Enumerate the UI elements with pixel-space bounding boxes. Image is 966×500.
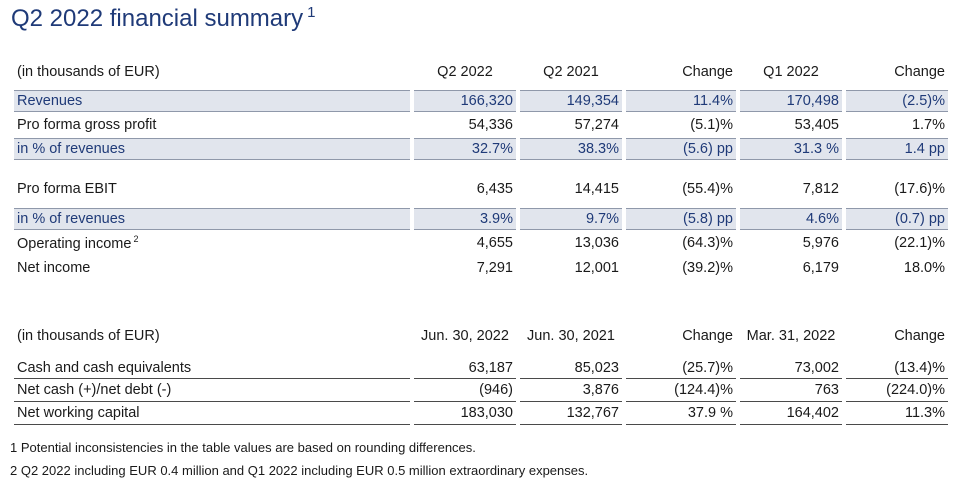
row-label-text: Operating income — [17, 235, 132, 252]
cell-value: (124.4)% — [626, 379, 736, 402]
cell-value: 4,655 — [476, 235, 513, 251]
cell-value: 7,291 — [476, 260, 513, 276]
cell-value: 3,876 — [520, 379, 622, 402]
cell-value: (0.7) pp — [846, 208, 948, 230]
cell-value: (22.1)% — [894, 235, 945, 251]
cell-value: 149,354 — [520, 90, 622, 112]
row-label: Revenues — [14, 90, 410, 112]
table-row-cash: Cash and cash equivalents 63,187 85,023 … — [14, 358, 948, 379]
table-row-ebit-margin: in % of revenues 3.9% 9.7% (5.8) pp 4.6%… — [14, 208, 948, 230]
cell-value: (39.2)% — [682, 260, 733, 276]
row-label: Net working capital — [14, 402, 410, 425]
cell-value: 63,187 — [414, 358, 516, 379]
row-label: Cash and cash equivalents — [14, 358, 410, 379]
row-label: Net income — [17, 260, 91, 276]
income-table: (in thousands of EUR) Q2 2022 Q2 2021 Ch… — [10, 58, 952, 280]
cell-value: (5.6) pp — [626, 138, 736, 160]
cell-value: 3.9% — [414, 208, 516, 230]
row-label: Net cash (+)/net debt (-) — [14, 379, 410, 402]
row-label: Pro forma gross profit — [17, 117, 157, 133]
cell-value: 7,812 — [802, 181, 839, 197]
balance-header-mar-2022: Mar. 31, 2022 — [746, 328, 836, 344]
table-row-gross-margin: in % of revenues 32.7% 38.3% (5.6) pp 31… — [14, 138, 948, 160]
table-row-revenues: Revenues 166,320 149,354 11.4% 170,498 (… — [14, 90, 948, 112]
cell-value: 73,002 — [740, 358, 842, 379]
footnote-2: 2 Q2 2022 including EUR 0.4 million and … — [10, 463, 589, 478]
table-row-operating-income: Operating income 2 4,655 13,036 (64.3)% 5… — [14, 230, 948, 256]
balance-table: (in thousands of EUR) Jun. 30, 2022 Jun.… — [10, 322, 952, 425]
cell-value: 132,767 — [520, 402, 622, 425]
table-row-working-capital: Net working capital 183,030 132,767 37.9… — [14, 402, 948, 425]
cell-value: 1.4 pp — [846, 138, 948, 160]
cell-value: 38.3% — [520, 138, 622, 160]
income-header-change-yoy: Change — [682, 64, 733, 80]
cell-value: 32.7% — [414, 138, 516, 160]
cell-value: 6,179 — [802, 260, 839, 276]
cell-value: 170,498 — [740, 90, 842, 112]
balance-header-units: (in thousands of EUR) — [17, 328, 160, 344]
cell-value: 5,976 — [802, 235, 839, 251]
page-title: Q2 2022 financial summary 1 — [11, 4, 315, 33]
cell-value: 4.6% — [740, 208, 842, 230]
cell-value: 164,402 — [740, 402, 842, 425]
income-header-units: (in thousands of EUR) — [17, 64, 160, 80]
cell-value: (5.1)% — [690, 117, 733, 133]
table-row-ebit: Pro forma EBIT 6,435 14,415 (55.4)% 7,81… — [14, 176, 948, 202]
cell-value: 6,435 — [476, 181, 513, 197]
cell-value: 1.7% — [911, 117, 945, 133]
income-table-header: (in thousands of EUR) Q2 2022 Q2 2021 Ch… — [14, 58, 948, 86]
cell-value: 54,336 — [468, 117, 513, 133]
income-header-q1-2022: Q1 2022 — [763, 64, 819, 80]
row-label: in % of revenues — [14, 208, 410, 230]
cell-value: 9.7% — [520, 208, 622, 230]
table-row-gross-profit: Pro forma gross profit 54,336 57,274 (5.… — [14, 112, 948, 138]
cell-value: 53,405 — [794, 117, 839, 133]
cell-value: 13,036 — [574, 235, 619, 251]
cell-value: (946) — [414, 379, 516, 402]
title-footnote-marker: 1 — [307, 4, 316, 21]
income-header-q2-2021: Q2 2021 — [543, 64, 599, 80]
cell-value: 14,415 — [574, 181, 619, 197]
cell-value: (2.5)% — [846, 90, 948, 112]
cell-value: (25.7)% — [626, 358, 736, 379]
income-header-change-qoq: Change — [894, 64, 945, 80]
row-label: Pro forma EBIT — [17, 181, 117, 197]
cell-value: 31.3 % — [740, 138, 842, 160]
balance-header-change-qoq: Change — [894, 328, 945, 344]
cell-value: 37.9 % — [626, 402, 736, 425]
cell-value: 11.3% — [846, 402, 948, 425]
cell-value: 183,030 — [414, 402, 516, 425]
cell-value: 166,320 — [414, 90, 516, 112]
page-title-text: Q2 2022 financial summary — [11, 5, 304, 32]
cell-value: 11.4% — [626, 90, 736, 112]
table-row-net-income: Net income 7,291 12,001 (39.2)% 6,179 18… — [14, 256, 948, 280]
cell-value: (55.4)% — [682, 181, 733, 197]
footnote-marker: 2 — [133, 234, 139, 245]
income-header-q2-2022: Q2 2022 — [437, 64, 493, 80]
balance-header-jun-2021: Jun. 30, 2021 — [527, 328, 615, 344]
footnote-1: 1 Potential inconsistencies in the table… — [10, 440, 476, 455]
balance-header-change-yoy: Change — [682, 328, 733, 344]
balance-header-jun-2022: Jun. 30, 2022 — [421, 328, 509, 344]
cell-value: (13.4)% — [846, 358, 948, 379]
cell-value: 85,023 — [520, 358, 622, 379]
table-row-net-cash: Net cash (+)/net debt (-) (946) 3,876 (1… — [14, 379, 948, 402]
cell-value: 763 — [740, 379, 842, 402]
cell-value: (17.6)% — [894, 181, 945, 197]
cell-value: 57,274 — [574, 117, 619, 133]
cell-value: 12,001 — [574, 260, 619, 276]
cell-value: 18.0% — [903, 260, 945, 276]
cell-value: (224.0)% — [846, 379, 948, 402]
cell-value: (5.8) pp — [626, 208, 736, 230]
cell-value: (64.3)% — [682, 235, 733, 251]
balance-table-header: (in thousands of EUR) Jun. 30, 2022 Jun.… — [14, 322, 948, 350]
row-label: Operating income 2 — [14, 230, 410, 256]
row-label: in % of revenues — [14, 138, 410, 160]
